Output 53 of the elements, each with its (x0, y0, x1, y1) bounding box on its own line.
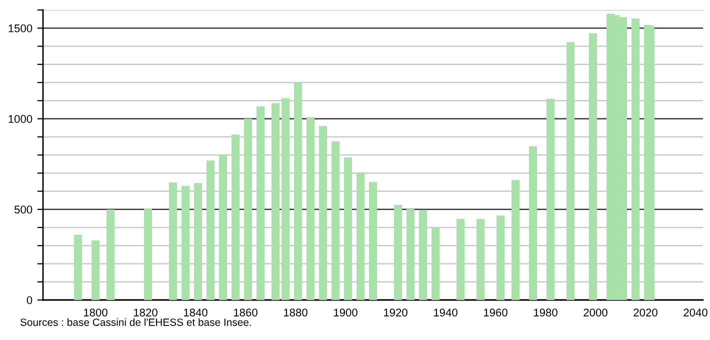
y-tick-label: 500 (14, 206, 32, 214)
bar (74, 234, 82, 300)
x-tick-label: 2000 (584, 308, 608, 316)
x-tick-label: 1860 (234, 308, 258, 316)
bar (632, 18, 640, 300)
bar (256, 106, 264, 300)
bar (282, 98, 290, 300)
bar (546, 98, 554, 300)
x-tick-label: 1980 (534, 308, 558, 316)
bar (319, 126, 327, 300)
bar (529, 146, 537, 300)
bar (369, 182, 377, 300)
x-tick-label: 1800 (84, 308, 108, 316)
bar (394, 204, 402, 300)
bar (512, 180, 520, 300)
y-tick-label: 0 (26, 296, 32, 304)
x-tick-label: 1900 (334, 308, 358, 316)
source-note: Sources : base Cassini de l'EHESS et base Insee. (20, 318, 251, 326)
bar (206, 160, 214, 300)
bar (406, 209, 414, 300)
bar (644, 24, 652, 300)
bar (244, 118, 252, 300)
x-tick-label: 2020 (634, 308, 658, 316)
x-tick-label: 1840 (184, 308, 208, 316)
bar (332, 141, 340, 300)
bar (272, 103, 280, 300)
bar (566, 42, 574, 300)
bar (496, 216, 504, 300)
bar (476, 218, 484, 300)
bar (169, 182, 177, 300)
x-tick-label: 1920 (384, 308, 408, 316)
bar (432, 227, 440, 300)
bar (456, 218, 464, 300)
bar (182, 186, 190, 300)
bar (419, 210, 427, 300)
x-tick-label: 2040 (684, 308, 708, 316)
bar (589, 33, 597, 300)
bar (106, 210, 114, 300)
bar (356, 172, 364, 300)
bar (344, 157, 352, 300)
x-tick-label: 1820 (134, 308, 158, 316)
bar (194, 183, 202, 300)
bar (219, 154, 227, 300)
x-tick-label: 1960 (484, 308, 508, 316)
y-tick-label: 1500 (8, 24, 32, 32)
bar (232, 134, 240, 300)
bar (144, 208, 152, 300)
x-tick-label: 1880 (284, 308, 308, 316)
y-tick-label: 1000 (8, 115, 32, 123)
bar (294, 82, 302, 300)
bar (306, 117, 314, 300)
bar (92, 240, 100, 300)
x-tick-label: 1940 (434, 308, 458, 316)
